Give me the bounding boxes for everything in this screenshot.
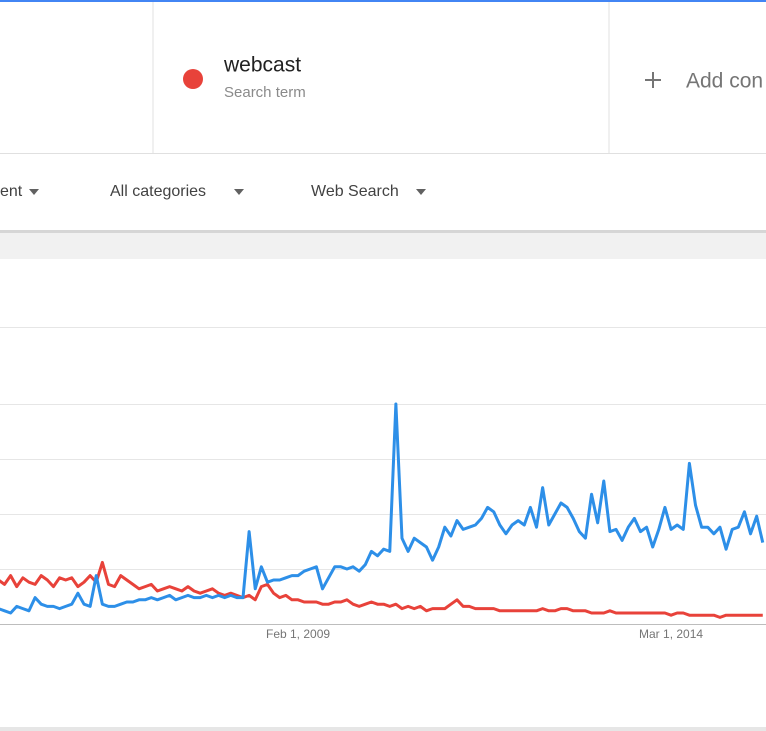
dropdown-arrow [29, 189, 39, 195]
chart: Feb 1, 2009 Mar 1, 2014 [0, 402, 766, 641]
dropdown-arrow [416, 189, 426, 195]
property-filter[interactable]: Web Search [311, 183, 399, 200]
add-comparison[interactable]: Add con [645, 70, 763, 93]
card-bottom [0, 727, 766, 731]
shadow [0, 230, 766, 233]
x-tick-label: Mar 1, 2014 [639, 627, 703, 641]
term-dot [183, 69, 203, 89]
x-tick-label: Feb 1, 2009 [266, 627, 330, 641]
time-filter[interactable]: ent [0, 183, 23, 200]
top-border [0, 0, 766, 2]
term-type: Search term [224, 84, 306, 101]
term-name[interactable]: webcast [223, 54, 301, 77]
dropdown-arrow [234, 189, 244, 195]
category-filter[interactable]: All categories [110, 183, 206, 200]
add-label[interactable]: Add con [686, 70, 763, 93]
separator-band [0, 233, 766, 259]
series-line [0, 560, 763, 619]
series-line [0, 402, 765, 615]
